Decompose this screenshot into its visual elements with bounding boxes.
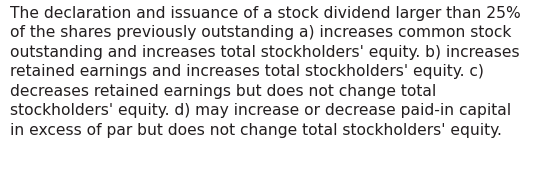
Text: The declaration and issuance of a stock dividend larger than 25%
of the shares p: The declaration and issuance of a stock … [10, 6, 521, 138]
